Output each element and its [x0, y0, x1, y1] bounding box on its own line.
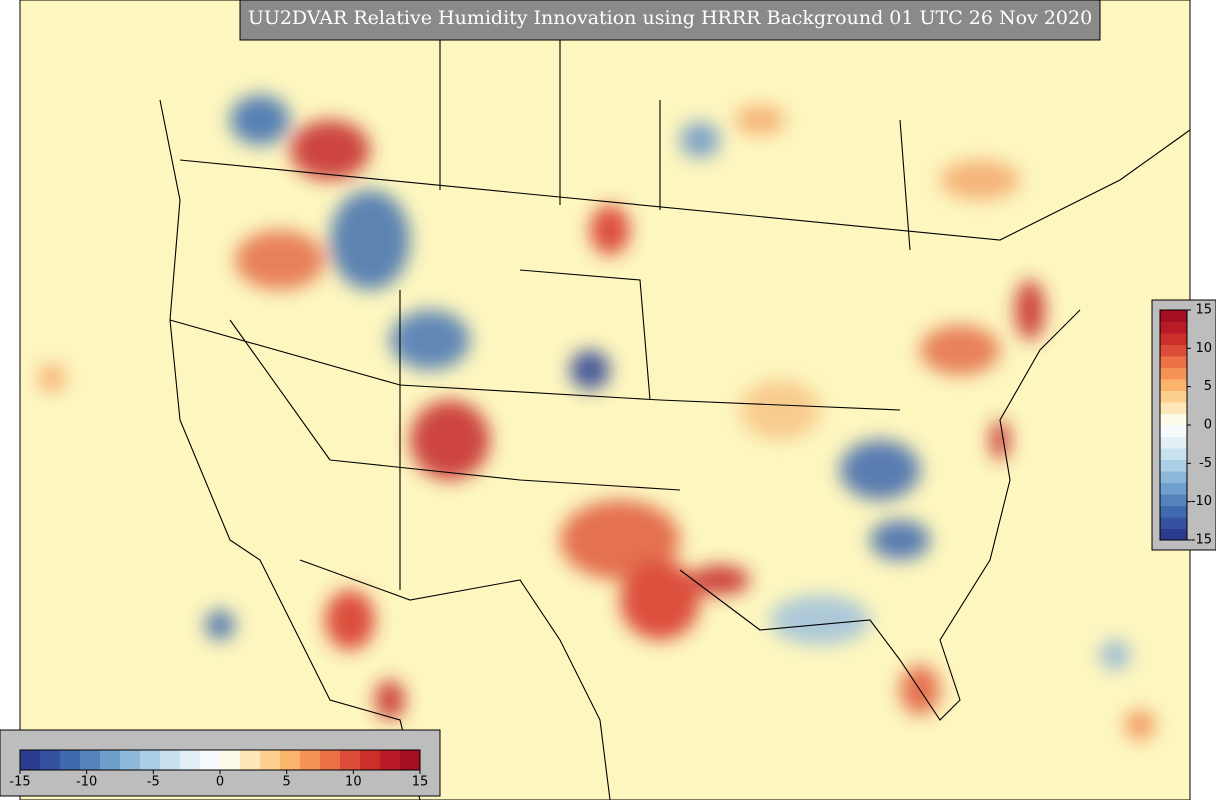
colorbar-swatch — [40, 750, 61, 770]
tick-label: 15 — [412, 775, 429, 790]
colorbar-swatch — [1160, 333, 1187, 345]
colorbar-swatch — [1160, 436, 1187, 449]
state-lines — [169, 269, 901, 590]
tick-label: 0 — [1204, 418, 1212, 433]
colorbar-swatch — [120, 750, 141, 770]
colorbar-swatch — [1160, 402, 1187, 414]
colorbar-swatch — [240, 750, 261, 770]
tick-label: 5 — [283, 775, 291, 790]
colorbar-swatch — [180, 750, 201, 770]
coastline — [159, 99, 421, 801]
colorbar-swatch — [1160, 494, 1187, 506]
colorbar-swatch — [160, 750, 181, 770]
coastline — [679, 309, 1081, 721]
colorbar-swatch — [20, 750, 41, 770]
colorbar-swatch — [1160, 528, 1187, 541]
colorbar-horizontal: -15 -10 -5 0 5 10 15 — [9, 749, 429, 790]
colorbar-swatch — [1160, 356, 1187, 368]
border — [299, 559, 611, 801]
tick-label: 10 — [345, 775, 362, 790]
colorbar-swatch — [1160, 471, 1187, 483]
boundaries — [159, 40, 1191, 801]
colorbar-swatch — [1160, 310, 1187, 322]
tick-label: -5 — [147, 775, 160, 790]
colorbar-swatch — [1160, 379, 1187, 391]
colorbar-swatch — [1160, 425, 1187, 437]
colorbar-swatch — [260, 750, 281, 770]
border — [179, 129, 1191, 241]
colorbar-swatch — [100, 750, 121, 770]
colorbar-swatch — [60, 750, 81, 770]
tick-label: -15 — [9, 775, 30, 790]
tick-label: 5 — [1204, 379, 1212, 394]
colorbar-swatch — [1160, 517, 1187, 529]
colorbar-swatch — [1160, 390, 1187, 403]
colorbar-swatch — [1160, 448, 1187, 460]
colorbar-swatch — [300, 750, 321, 770]
tick-label: 0 — [216, 775, 224, 790]
colorbar-swatch — [280, 750, 301, 770]
colorbar-swatch — [320, 750, 341, 770]
colorbar-swatch — [400, 750, 421, 770]
colorbar-swatch — [380, 750, 401, 770]
tick-label: -5 — [1199, 456, 1212, 471]
map — [19, 0, 1191, 801]
colorbar-swatch — [1160, 505, 1187, 518]
colorbar-swatch — [140, 750, 161, 770]
humidity-field — [38, 95, 1155, 740]
colorbar-vertical: 15 10 5 0 -5 -10 -15 — [1159, 303, 1212, 548]
tick-label: -10 — [1191, 494, 1212, 509]
tick-label: -10 — [76, 775, 97, 790]
tick-label: 15 — [1195, 303, 1212, 318]
colorbar-swatch — [1160, 482, 1187, 495]
colorbar-swatch — [220, 750, 241, 770]
colorbar-swatch — [1160, 367, 1187, 380]
province-lines — [439, 40, 911, 251]
colorbar-swatch — [1160, 459, 1187, 472]
colorbar-swatch — [1160, 321, 1187, 334]
colorbar-swatch — [340, 750, 361, 770]
colorbar-swatch — [200, 750, 221, 770]
tick-label: 10 — [1195, 341, 1212, 356]
colorbar-swatch — [1160, 413, 1187, 426]
colorbar-swatch — [1160, 344, 1187, 357]
map-background — [20, 0, 1190, 800]
title-box — [239, 0, 1101, 41]
title: UU2DVAR Relative Humidity Innovation usi… — [248, 7, 1092, 29]
colorbar-swatch — [80, 750, 101, 770]
colorbar-swatch — [360, 750, 381, 770]
tick-label: -15 — [1191, 533, 1212, 548]
